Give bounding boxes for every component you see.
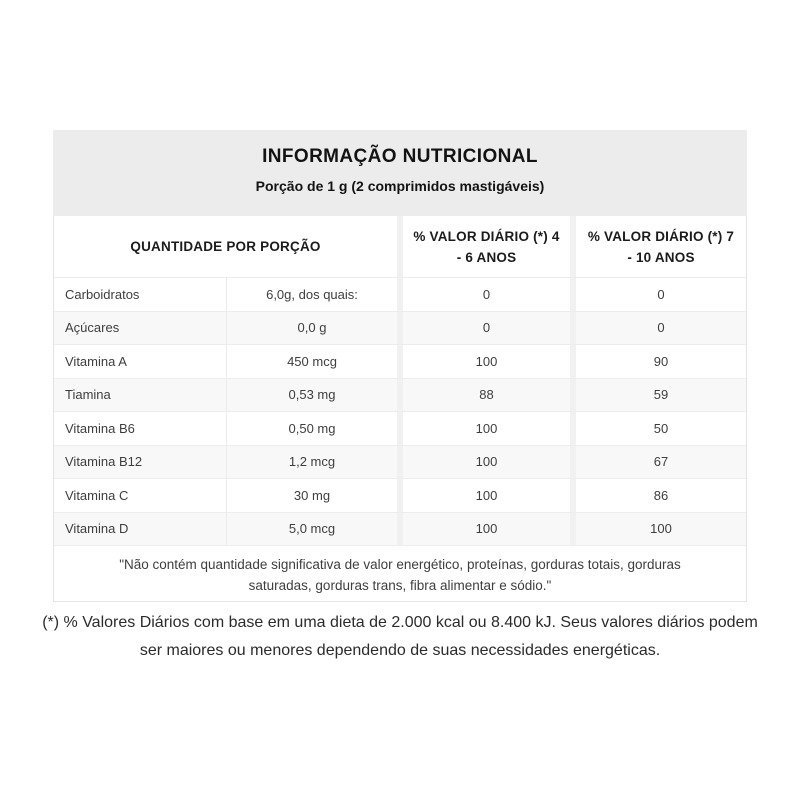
row-dv-4-6: 100 xyxy=(397,445,570,478)
row-amount: 30 mg xyxy=(226,479,397,512)
table-header-row: QUANTIDADE POR PORÇÃO % VALOR DIÁRIO (*)… xyxy=(54,216,746,277)
table-footnote: "Não contém quantidade significativa de … xyxy=(54,545,746,601)
row-name: Carboidratos xyxy=(65,286,140,302)
row-amount: 6,0g, dos quais: xyxy=(226,278,397,311)
row-dv-4-6: 100 xyxy=(397,412,570,445)
row-amount: 1,2 mcg xyxy=(226,445,397,478)
row-amount: 0,53 mg xyxy=(226,378,397,411)
row-dv-7-10: 0 xyxy=(570,311,746,344)
row-amount: 450 mcg xyxy=(226,345,397,378)
row-dv-7-10: 90 xyxy=(570,345,746,378)
table-row: Tiamina 0,53 mg 88 59 xyxy=(54,377,746,411)
panel-subtitle: Porção de 1 g (2 comprimidos mastigáveis… xyxy=(255,178,545,194)
row-dv-7-10: 100 xyxy=(570,512,746,545)
table-header-dv-4-6-line1: % VALOR DIÁRIO (*) 4 xyxy=(413,228,560,244)
row-dv-4-6: 0 xyxy=(397,278,570,311)
table-header-dv-7-10: % VALOR DIÁRIO (*) 7 - 10 ANOS xyxy=(570,216,746,277)
table-header-dv-4-6-line2: - 6 ANOS xyxy=(456,249,517,265)
row-name: Vitamina D xyxy=(65,521,129,537)
panel-title: INFORMAÇÃO NUTRICIONAL xyxy=(262,146,538,167)
row-dv-4-6: 100 xyxy=(397,512,570,545)
row-amount: 0,0 g xyxy=(226,311,397,344)
row-name: Vitamina C xyxy=(65,487,129,503)
table-header-dv-7-10-line2: - 10 ANOS xyxy=(627,249,695,265)
row-dv-4-6: 100 xyxy=(397,479,570,512)
row-name: Tiamina xyxy=(65,387,111,403)
nutrition-panel: INFORMAÇÃO NUTRICIONAL Porção de 1 g (2 … xyxy=(53,130,747,602)
row-name: Açúcares xyxy=(65,320,120,336)
row-name: Vitamina A xyxy=(65,353,127,369)
row-dv-7-10: 86 xyxy=(570,479,746,512)
table-header-quantity: QUANTIDADE POR PORÇÃO xyxy=(130,239,321,254)
row-dv-4-6: 88 xyxy=(397,378,570,411)
row-dv-4-6: 0 xyxy=(397,311,570,344)
row-dv-7-10: 0 xyxy=(570,278,746,311)
table-header-dv-7-10-line1: % VALOR DIÁRIO (*) 7 xyxy=(587,228,735,244)
daily-values-note: (*) % Valores Diários com base em uma di… xyxy=(42,614,758,659)
row-dv-4-6: 100 xyxy=(397,345,570,378)
table-row: Vitamina C 30 mg 100 86 xyxy=(54,478,746,512)
row-dv-7-10: 67 xyxy=(570,445,746,478)
table-row: Vitamina D 5,0 mcg 100 100 xyxy=(54,511,746,545)
row-dv-7-10: 50 xyxy=(570,412,746,445)
row-amount: 5,0 mcg xyxy=(226,512,397,545)
table-row: Carboidratos 6,0g, dos quais: 0 0 xyxy=(54,277,746,311)
row-amount: 0,50 mg xyxy=(226,412,397,445)
row-name: Vitamina B6 xyxy=(65,420,135,436)
table-header-dv-4-6: % VALOR DIÁRIO (*) 4 - 6 ANOS xyxy=(397,216,570,277)
nutrition-table: QUANTIDADE POR PORÇÃO % VALOR DIÁRIO (*)… xyxy=(53,216,747,602)
table-row: Vitamina B12 1,2 mcg 100 67 xyxy=(54,444,746,478)
table-row: Vitamina B6 0,50 mg 100 50 xyxy=(54,411,746,445)
table-row: Vitamina A 450 mcg 100 90 xyxy=(54,344,746,378)
row-dv-7-10: 59 xyxy=(570,378,746,411)
panel-header: INFORMAÇÃO NUTRICIONAL Porção de 1 g (2 … xyxy=(53,130,747,216)
row-name: Vitamina B12 xyxy=(65,454,143,470)
table-row: Açúcares 0,0 g 0 0 xyxy=(54,310,746,344)
